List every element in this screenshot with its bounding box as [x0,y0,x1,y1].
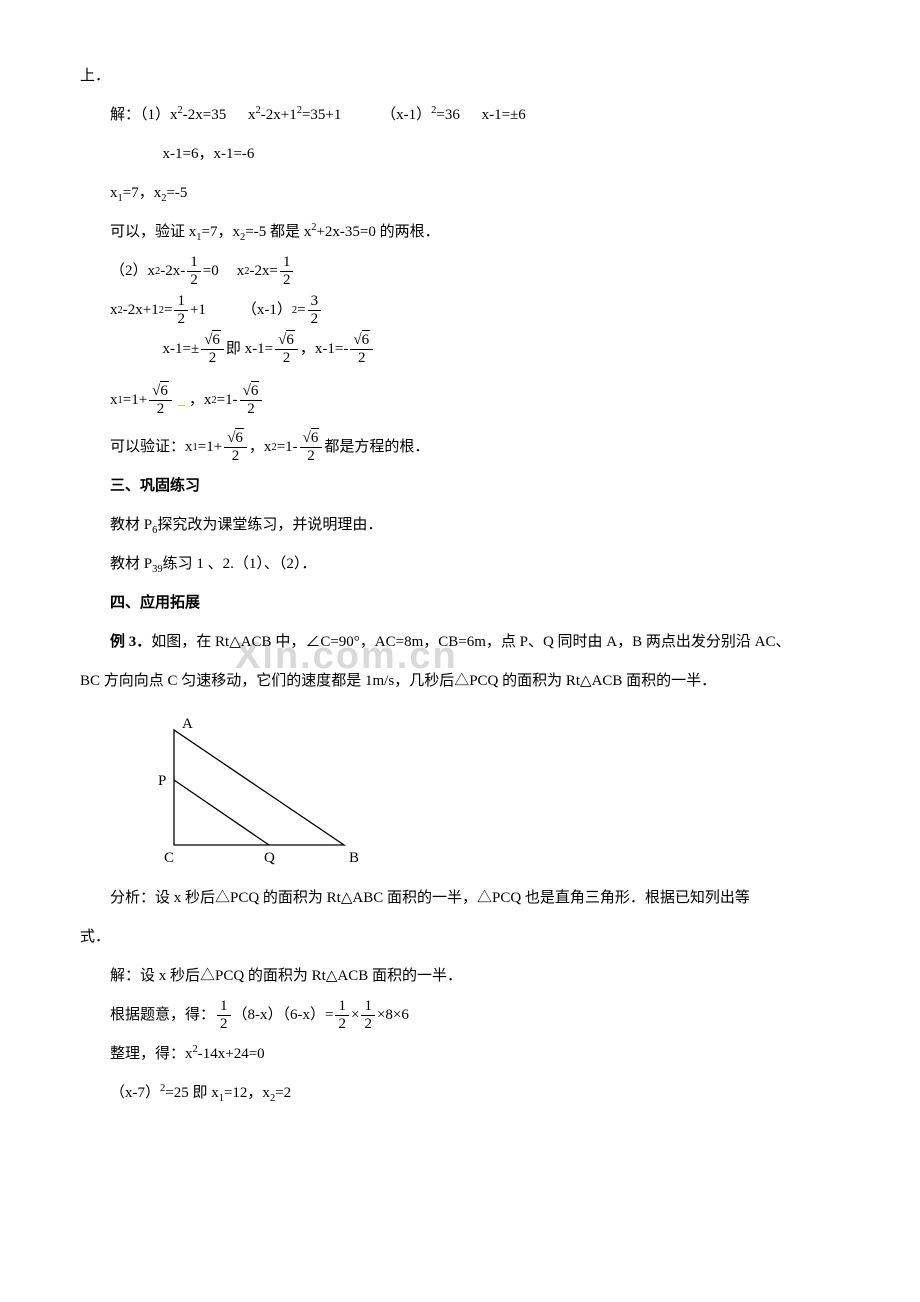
label-B: B [349,850,359,866]
solve-line2: 根据题意，得： 12 （8-x）（6-x）= 12 × 12 ×8×6 [80,999,840,1032]
text: =7，x [123,185,161,201]
fraction-sqrt6-2: √62 [300,431,323,464]
text: =25 即 x [165,1085,218,1101]
fraction-half: 12 [280,255,294,288]
text: = [164,294,172,327]
text: 都是方程的根． [324,431,429,464]
text: =35+1 [302,107,341,123]
fraction-half: 12 [335,999,349,1032]
text: （x-1） [381,107,431,123]
section3-p2: 教材 P39练习 1 、2.（1）、（2）． [80,548,840,581]
fraction-sqrt6-2: √62 [350,333,373,366]
text: =1- [217,384,238,417]
solve-line4: （x-7）2=25 即 x1=12，x2=2 [80,1077,840,1110]
fraction-half: 12 [217,999,231,1032]
text: +2x-35=0 的两根． [316,224,439,240]
solution2-line4: x1=1+ √62 _ ，x2=1- √62 [80,384,840,417]
text: =7，x [202,224,240,240]
text: （2）x [110,255,155,288]
text: 即 x-1= [226,333,273,366]
sub: 39 [152,564,163,575]
text: 教材 P [110,517,152,533]
label-Q: Q [264,850,275,866]
text: x [237,255,245,288]
text: 教材 P [110,556,152,572]
text: （x-7） [110,1085,160,1101]
text: =-5 都是 x [245,224,311,240]
text: ，x-1=- [300,333,348,366]
section3-p1: 教材 P6探究改为课堂练习，并说明理由． [80,509,840,542]
text: ×8×6 [377,999,409,1032]
text: =36 [436,107,459,123]
fraction-half: 12 [361,999,375,1032]
analysis-line1: 分析：设 x 秒后△PCQ 的面积为 Rt△ABC 面积的一半，△PCQ 也是直… [80,882,840,915]
text: 根据题意，得： [110,999,215,1032]
text: ，x [189,384,212,417]
text: 探究改为课堂练习，并说明理由． [157,517,382,533]
example3-line1: 例 3．如图，在 Rt△ACB 中，∠C=90°，AC=8m，CB=6m，点 P… [80,626,840,659]
text: × [351,999,359,1032]
solution2-line1: （2）x2-2x- 12 =0 x2-2x= 12 [80,255,840,288]
label-C: C [164,850,174,866]
text: ，x [249,431,272,464]
text: x [110,384,118,417]
fraction-sqrt6-2: √62 [201,333,224,366]
text: -2x= [249,255,277,288]
text: =1+ [123,384,147,417]
text: x [110,185,118,201]
section3-title: 三、巩固练习 [80,470,840,503]
solution2-line2: x2-2x+12= 12 +1 （x-1）2= 32 [80,294,840,327]
solution2-line3: x-1=± √62 即 x-1= √62 ，x-1=- √62 [80,333,840,366]
text: -2x+1 [123,294,159,327]
text: 解：（1）x [110,107,178,123]
triangle-diagram: A P C Q B [144,710,840,870]
text: =-5 [166,185,187,201]
text: 整理，得：x [110,1046,193,1062]
label-A: A [182,716,193,732]
text: -2x+1 [261,107,297,123]
example-label: 例 3． [110,634,151,650]
text: （8-x）（6-x）= [233,999,334,1032]
text: =1+ [198,431,222,464]
fraction-sqrt6-2: √62 [149,384,172,417]
solve-line1: 解：设 x 秒后△PCQ 的面积为 Rt△ACB 面积的一半． [80,960,840,993]
text: -2x=35 [183,107,226,123]
text: -2x- [160,255,185,288]
fraction-half: 12 [174,294,188,327]
text: x-1=± [163,333,200,366]
fraction-sqrt6-2: √62 [275,333,298,366]
text: =12，x [224,1085,270,1101]
text: =2 [275,1085,291,1101]
solution1-line2: x-1=6，x-1=-6 [80,138,840,171]
yellow-mark: _ [174,384,189,417]
analysis-line2: 式． [80,921,840,954]
fraction-half: 12 [187,255,201,288]
solve-line3: 整理，得：x2-14x+24=0 [80,1038,840,1071]
text: 如图，在 Rt△ACB 中，∠C=90°，AC=8m，CB=6m，点 P、Q 同… [151,634,790,650]
text: 练习 1 、2.（1）、（2）． [163,556,317,572]
text: =1- [277,431,298,464]
solution1-line3: x1=7，x2=-5 [80,177,840,210]
text: 可以验证：x [110,431,193,464]
fraction-3-2: 32 [308,294,322,327]
solution1-line1: 解：（1）x2-2x=35 x2-2x+12=35+1 （x-1）2=36 x-… [80,99,840,132]
text: -14x+24=0 [198,1046,265,1062]
label-P: P [158,773,166,789]
text: x [110,294,118,327]
text: +1 [190,294,206,327]
fraction-sqrt6-2: √62 [224,431,247,464]
solution2-line5: 可以验证：x1=1+ √62 ，x2=1- √62 都是方程的根． [80,431,840,464]
example3-line2: BC 方向向点 C 匀速移动，它们的速度都是 1m/s，几秒后△PCQ 的面积为… [80,665,840,698]
text: 可以，验证 x [110,224,196,240]
solution1-line4: 可以，验证 x1=7，x2=-5 都是 x2+2x-35=0 的两根． [80,216,840,249]
text: x-1=±6 [482,107,526,123]
section4-title: 四、应用拓展 [80,587,840,620]
text: =0 [203,255,219,288]
continuation-line: 上． [80,60,840,93]
fraction-sqrt6-2: √62 [240,384,263,417]
text: （x-1） [242,294,292,327]
text: = [297,294,305,327]
